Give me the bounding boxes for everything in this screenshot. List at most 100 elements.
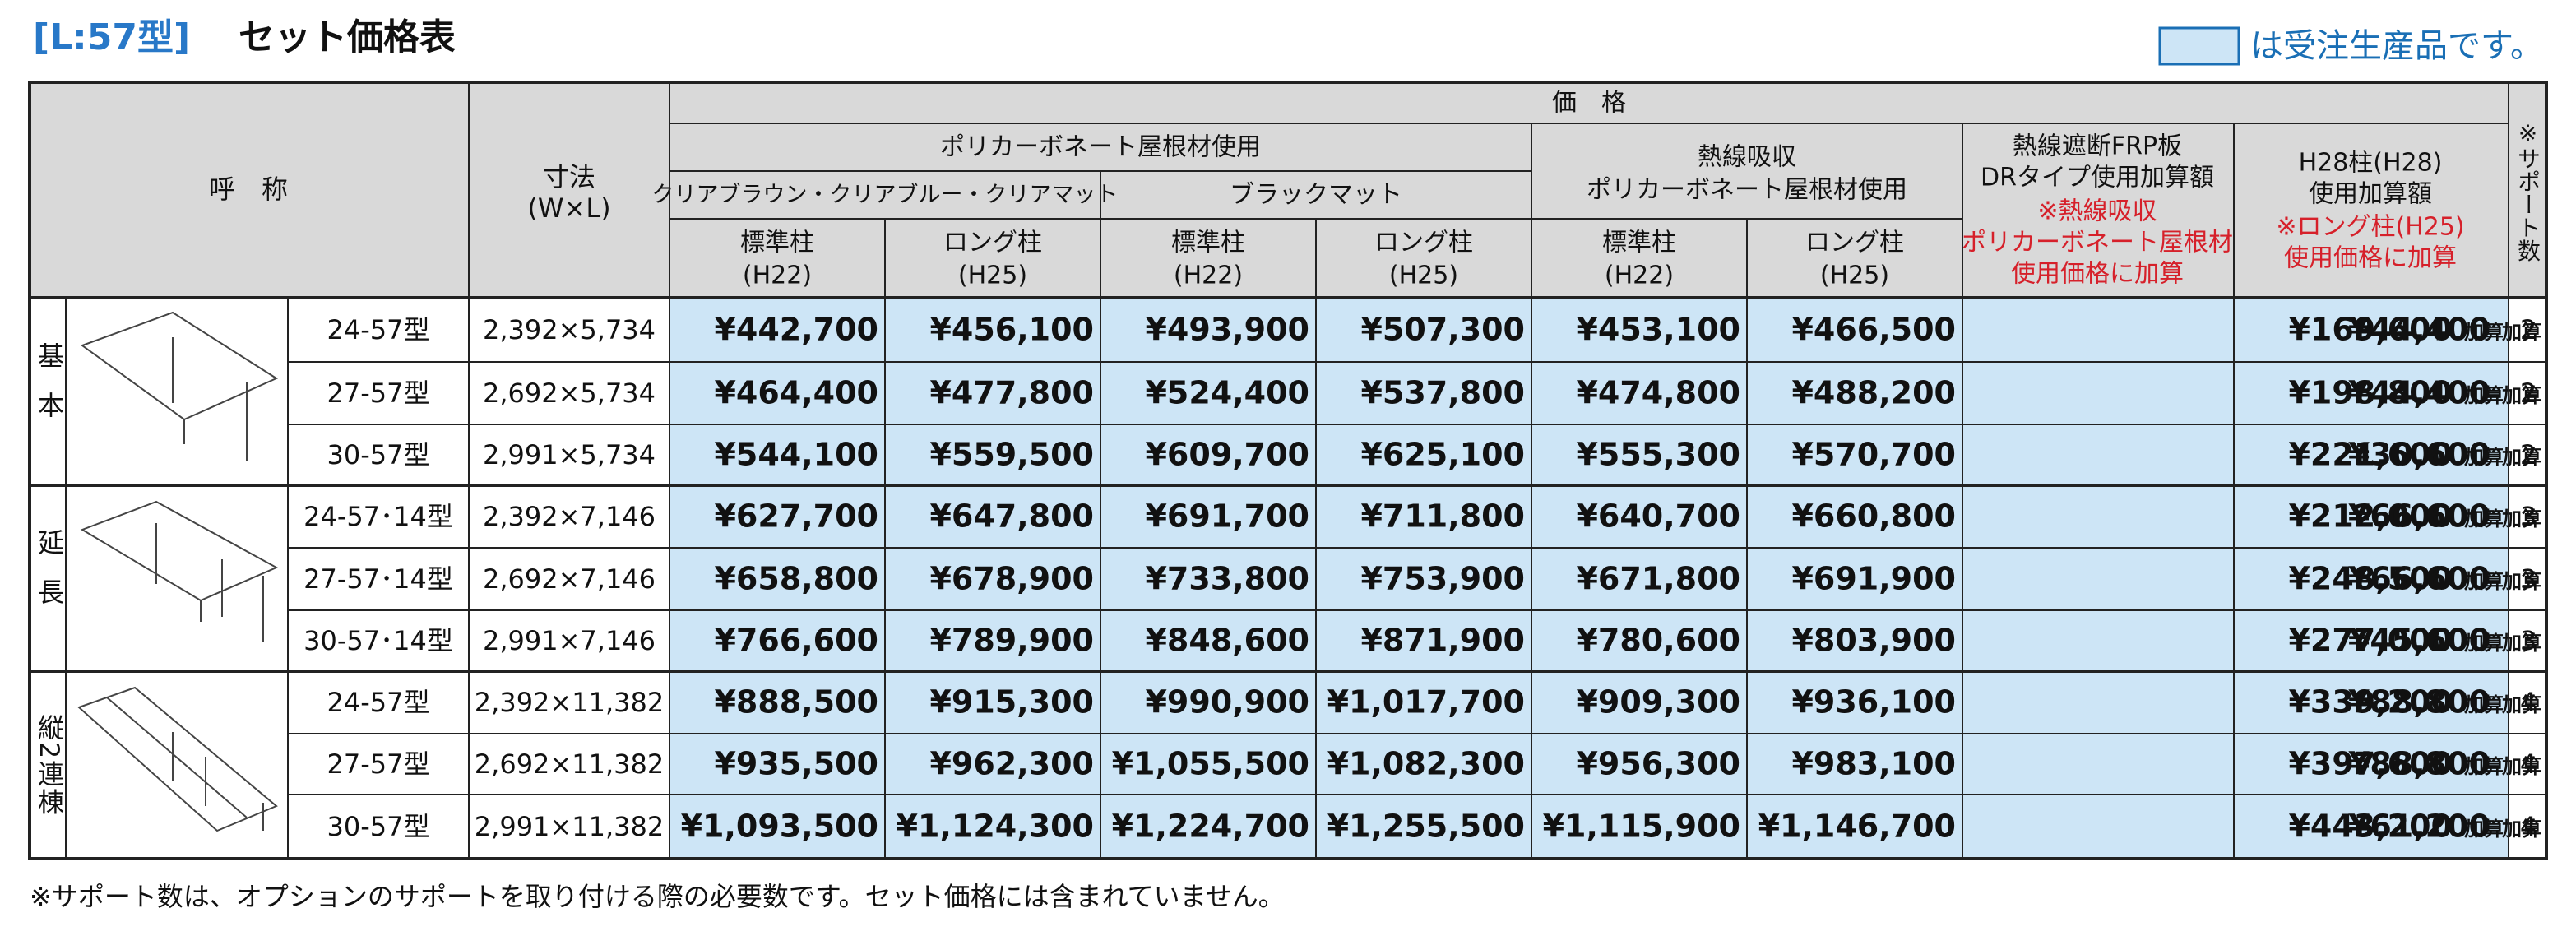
price-h28: ¥30,600: [2348, 437, 2490, 473]
support: 4: [2520, 811, 2537, 842]
header-post: ロング柱: [1805, 229, 1904, 257]
support-bg: [2509, 298, 2546, 859]
support: 2: [2520, 378, 2537, 409]
header-post: 標準柱: [1171, 229, 1245, 257]
size: 2,392×7,146: [483, 501, 656, 532]
header-frp: 熱線遮断FRP板: [2013, 132, 2182, 161]
size: 2,692×7,146: [483, 563, 656, 595]
price: ¥544,100: [714, 437, 878, 473]
price-frp: ¥212,000: [2288, 498, 2453, 535]
price: ¥442,700: [714, 312, 878, 348]
header-post: ロング柱: [943, 229, 1042, 257]
header-post: ロング柱: [1374, 229, 1473, 257]
model: 27-57型: [327, 378, 430, 409]
support: 2: [2520, 314, 2537, 345]
price: ¥488,200: [1791, 375, 1956, 411]
header-heat-absorb: 熱線吸収: [1698, 143, 1796, 172]
price: ¥671,800: [1576, 561, 1740, 597]
add-suffix: 加算: [2464, 507, 2504, 531]
price: ¥625,100: [1360, 437, 1525, 473]
model: 27-57型: [327, 748, 430, 780]
price: ¥1,055,500: [1112, 746, 1309, 782]
header-frp-note: ポリカーボネート屋根材: [1962, 229, 2233, 257]
price: ¥691,700: [1145, 498, 1309, 535]
price-frp: ¥198,800: [2288, 375, 2453, 411]
header-polycarbonate: ポリカーボネート屋根材使用: [940, 133, 1261, 162]
header-h28: 使用加算額: [2309, 180, 2432, 209]
footnote: ※サポート数は、オプションのサポートを取り付ける際の必要数です。セット価格には含…: [30, 881, 1285, 912]
price: ¥691,900: [1791, 561, 1956, 597]
price-frp: ¥339,200: [2288, 684, 2453, 721]
price: ¥1,255,500: [1327, 809, 1525, 845]
size: 2,991×5,734: [483, 439, 656, 470]
price-frp: ¥397,600: [2288, 746, 2453, 782]
header-support: ※サポート数: [2514, 120, 2541, 262]
model: 30-57型: [327, 439, 430, 470]
header-post: (H22): [1605, 262, 1674, 290]
header-h28: H28柱(H28): [2299, 149, 2443, 178]
group-label: 縦2連棟: [34, 714, 65, 816]
price: ¥609,700: [1145, 437, 1309, 473]
header-post: 標準柱: [740, 229, 814, 257]
price: ¥493,900: [1145, 312, 1309, 348]
price: ¥627,700: [714, 498, 878, 535]
add-suffix: 加算: [2464, 818, 2504, 841]
legend-text: は受注生産品です。: [2250, 27, 2543, 65]
model: 27-57･14型: [303, 563, 453, 595]
price: ¥909,300: [1576, 684, 1740, 721]
price: ¥753,900: [1360, 561, 1525, 597]
price: ¥990,900: [1145, 684, 1309, 721]
illustrations: [77, 311, 279, 832]
price: ¥789,900: [929, 623, 1094, 659]
price: ¥1,224,700: [1112, 809, 1309, 845]
price: ¥1,146,700: [1758, 809, 1956, 845]
price: ¥983,100: [1791, 746, 1956, 782]
price: ¥640,700: [1576, 498, 1740, 535]
price: ¥555,300: [1576, 437, 1740, 473]
header-post: (H22): [743, 262, 812, 290]
model: 30-57型: [327, 811, 430, 842]
header-bg: [30, 82, 2546, 298]
price: ¥1,115,900: [1543, 809, 1740, 845]
price: ¥848,600: [1145, 623, 1309, 659]
model: 24-57型: [327, 687, 430, 718]
size: 2,991×7,146: [483, 625, 656, 656]
price-h28: ¥88,800: [2348, 684, 2490, 721]
header-size: 寸法: [543, 161, 595, 192]
price: ¥871,900: [1360, 623, 1525, 659]
price: ¥678,900: [929, 561, 1094, 597]
support: 3: [2520, 625, 2537, 656]
title-name: セット価格表: [239, 16, 456, 58]
header-clear: クリアブラウン・クリアブルー・クリアマット: [652, 183, 1119, 208]
label-bg: [30, 298, 669, 859]
illustration-basic: [80, 311, 279, 421]
price-bg: [669, 298, 2509, 859]
header-h28-note: 使用価格に加算: [2284, 244, 2457, 273]
price: ¥453,100: [1576, 312, 1740, 348]
add-suffix: 加算: [2464, 384, 2504, 407]
add-suffix: 加算: [2464, 446, 2504, 469]
group-label: 基本: [34, 342, 65, 441]
group-label: 延長: [34, 529, 65, 628]
price: ¥466,500: [1791, 312, 1956, 348]
price: ¥780,600: [1576, 623, 1740, 659]
table-border: [28, 81, 2548, 860]
price-h28: ¥66,600: [2348, 561, 2490, 597]
price: ¥935,500: [714, 746, 878, 782]
illustration-double: [77, 686, 278, 832]
price-frp: ¥277,000: [2288, 623, 2453, 659]
model: 24-57･14型: [303, 501, 453, 532]
header-frp-note: 使用価格に加算: [2011, 260, 2184, 289]
price: ¥766,600: [714, 623, 878, 659]
support: 3: [2520, 501, 2537, 532]
header-post: 標準柱: [1602, 229, 1676, 257]
size: 2,392×11,382: [475, 687, 664, 718]
size: 2,692×11,382: [475, 748, 664, 780]
price: ¥962,300: [929, 746, 1094, 782]
price-frp: ¥443,200: [2288, 809, 2453, 845]
header-black: ブラックマット: [1230, 181, 1402, 210]
title-model: [L:57型]: [33, 16, 190, 58]
price: ¥1,017,700: [1327, 684, 1525, 721]
header-frp: DRタイプ使用加算額: [1981, 164, 2214, 192]
